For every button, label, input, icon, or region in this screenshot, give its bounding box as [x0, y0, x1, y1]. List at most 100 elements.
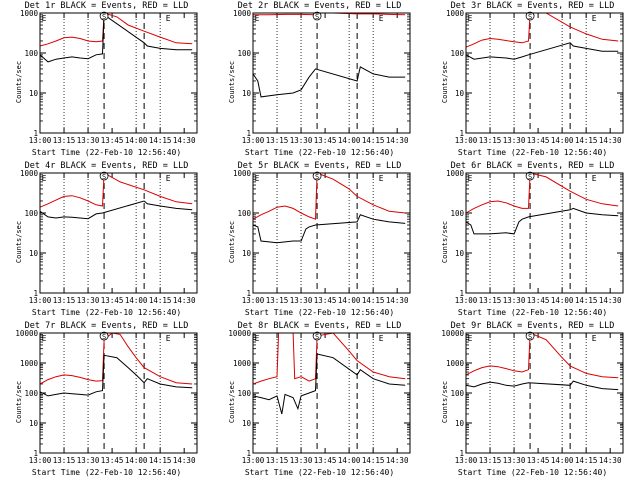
x-tick-label: 13:00: [455, 136, 478, 145]
x-tick-label: 13:45: [314, 136, 337, 145]
y-tick-label: 100: [237, 49, 251, 58]
s-marker-circle: [99, 331, 109, 341]
e-marker-label: E: [42, 174, 47, 183]
chart-panel-det-3: Det 3r BLACK = Events, RED = LLD Start Ti…: [426, 0, 639, 160]
y-tick-label: 1: [33, 129, 38, 138]
e-marker-label: E: [42, 14, 47, 23]
x-tick-label: 13:15: [53, 136, 76, 145]
e-marker-label: E: [166, 14, 171, 23]
x-axis-label: Start Time (22-Feb-10 12:56:40): [457, 148, 608, 157]
x-tick-label: 13:00: [455, 296, 478, 305]
plot-frame: [465, 172, 624, 294]
x-tick-label: 14:30: [599, 456, 622, 465]
x-tick-label: 13:30: [503, 136, 526, 145]
x-tick-label: 14:00: [551, 456, 574, 465]
s-marker-label: S: [528, 13, 532, 21]
x-tick-label: 13:00: [29, 296, 52, 305]
plot-frame: [465, 12, 624, 134]
y-tick-label: 1: [459, 449, 464, 458]
x-tick-label: 14:30: [173, 136, 196, 145]
y-tick-label: 10: [455, 249, 465, 258]
x-tick-label: 13:00: [455, 456, 478, 465]
x-tick-label: 13:00: [242, 136, 265, 145]
y-tick-label: 1000: [233, 359, 252, 368]
y-tick-label: 10: [242, 249, 252, 258]
e-marker-label: E: [255, 14, 260, 23]
e-marker-label: E: [379, 14, 384, 23]
s-marker-circle: [525, 11, 535, 21]
x-tick-label: 14:15: [362, 456, 385, 465]
chart-title: Det 7r BLACK = Events, RED = LLD: [24, 321, 189, 331]
y-tick-label: 100: [450, 49, 464, 58]
plot-frame: [39, 332, 198, 454]
y-tick-label: 1000: [233, 169, 252, 178]
chart-panel-det-4: Det 4r BLACK = Events, RED = LLD Start Ti…: [0, 160, 213, 320]
x-tick-label: 13:45: [527, 456, 550, 465]
chart-svg: 1 10 100 1000 13:00 13:15 13:30 13:45 14:00 14:15…: [233, 9, 411, 145]
chart-svg: 1 10 100 1000 13:00 13:15 13:30 13:45 14:00 14:15…: [446, 169, 624, 305]
series-line-lld: [465, 332, 619, 379]
s-marker-circle: [525, 331, 535, 341]
plot-frame: [252, 12, 411, 134]
e-marker-label: E: [468, 334, 473, 343]
x-tick-label: 13:30: [77, 136, 100, 145]
x-tick-label: 13:30: [503, 456, 526, 465]
x-tick-label: 14:00: [338, 136, 361, 145]
e-marker-label: E: [468, 174, 473, 183]
x-tick-label: 13:15: [266, 136, 289, 145]
y-tick-label: 10: [242, 89, 252, 98]
x-axis-label: Start Time (22-Feb-10 12:56:40): [244, 308, 395, 317]
x-tick-label: 13:45: [527, 136, 550, 145]
e-marker-label: E: [379, 174, 384, 183]
x-tick-label: 13:30: [290, 296, 313, 305]
x-tick-label: 14:15: [149, 136, 172, 145]
chart-svg: 1 10 100 1000 13:00 13:15 13:30 13:45 14:00 14:15…: [20, 169, 198, 305]
s-marker-circle: [99, 11, 109, 21]
y-tick-label: 10: [29, 249, 39, 258]
y-tick-label: 1: [459, 289, 464, 298]
x-tick-label: 13:15: [479, 136, 502, 145]
y-tick-label: 10: [455, 419, 465, 428]
x-tick-label: 13:00: [242, 456, 265, 465]
y-tick-label: 1000: [446, 359, 465, 368]
chart-panel-det-1: Det 1r BLACK = Events, RED = LLD Start Ti…: [0, 0, 213, 160]
chart-title: Det 4r BLACK = Events, RED = LLD: [24, 161, 189, 171]
series-line-lld: [465, 12, 619, 48]
y-tick-label: 1: [246, 129, 251, 138]
x-tick-label: 13:30: [77, 296, 100, 305]
chart-svg: 1 10 100 1000 13:00 13:15 13:30 13:45 14:00 14:15…: [446, 9, 624, 145]
x-tick-label: 13:15: [266, 296, 289, 305]
x-tick-label: 13:45: [314, 296, 337, 305]
y-tick-label: 1000: [233, 9, 252, 18]
x-tick-label: 14:30: [386, 456, 409, 465]
x-tick-label: 14:15: [149, 296, 172, 305]
y-tick-label: 10: [242, 419, 252, 428]
series-line-events: [39, 13, 193, 63]
y-tick-label: 100: [237, 389, 251, 398]
s-marker-label: S: [528, 333, 532, 341]
chart-panel-det-2: Det 2r BLACK = Events, RED = LLD Start Ti…: [213, 0, 426, 160]
x-tick-label: 13:00: [29, 456, 52, 465]
e-marker-label: E: [166, 334, 171, 343]
s-marker-circle: [525, 171, 535, 181]
s-marker-label: S: [315, 173, 319, 181]
y-tick-label: 10000: [441, 329, 464, 338]
x-tick-label: 13:30: [290, 136, 313, 145]
y-tick-label: 10000: [15, 329, 38, 338]
y-tick-label: 100: [237, 209, 251, 218]
s-marker-label: S: [315, 13, 319, 21]
y-tick-label: 1: [33, 449, 38, 458]
s-marker-label: S: [102, 13, 106, 21]
x-tick-label: 13:15: [479, 296, 502, 305]
e-marker-label: E: [592, 334, 597, 343]
series-line-lld: [39, 172, 193, 208]
x-tick-label: 14:15: [362, 296, 385, 305]
e-marker-label: E: [592, 174, 597, 183]
x-tick-label: 14:15: [575, 296, 598, 305]
chart-svg: 1 10 100 1000 10000 13:00 13:15 13:30 13:45 14:00…: [228, 329, 411, 465]
chart-svg: 1 10 100 1000 10000 13:00 13:15 13:30 13:45 14:00…: [15, 329, 198, 465]
series-line-events: [465, 207, 619, 235]
x-axis-label: Start Time (22-Feb-10 12:56:40): [31, 148, 182, 157]
y-tick-label: 1: [246, 449, 251, 458]
